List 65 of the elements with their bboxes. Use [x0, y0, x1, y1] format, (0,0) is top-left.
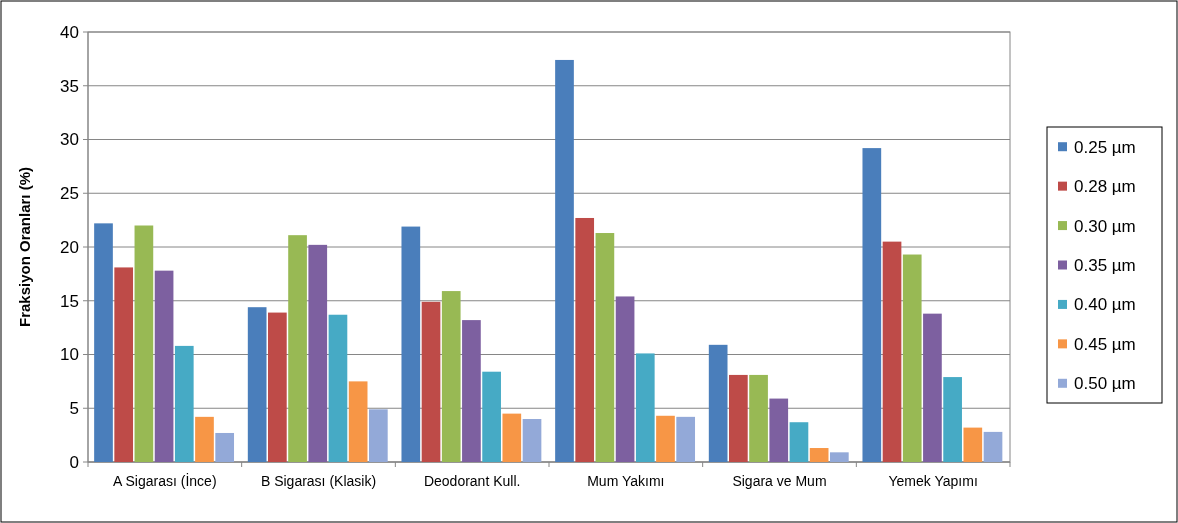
bar	[134, 225, 154, 462]
bar	[656, 415, 675, 462]
legend-label: 0.28 µm	[1074, 177, 1136, 197]
bar	[963, 427, 983, 462]
x-tick-label: Yemek Yapımı	[888, 473, 978, 489]
bar	[595, 233, 615, 462]
bar	[114, 267, 134, 462]
x-tick-label: B Sigarası (Klasik)	[260, 473, 377, 489]
y-tick-label: 25	[60, 184, 79, 204]
bar	[902, 254, 922, 462]
bar	[268, 312, 287, 462]
y-tick-label: 20	[60, 237, 79, 257]
bar	[575, 217, 595, 462]
bar	[615, 296, 635, 462]
y-tick-label: 10	[60, 345, 79, 365]
legend-label: 0.40 µm	[1074, 295, 1136, 315]
y-axis-title: Fraksiyon Oranları (%)	[16, 166, 33, 328]
bar	[882, 241, 902, 462]
x-tick-label: Mum Yakımı	[587, 473, 665, 489]
bar	[729, 374, 748, 462]
bar	[421, 301, 441, 462]
bar	[749, 374, 768, 462]
x-tick-label: Deodorant Kull.	[423, 473, 521, 489]
bar	[247, 307, 267, 462]
bar	[943, 377, 962, 462]
bar	[328, 314, 348, 462]
bar	[862, 148, 882, 462]
bar	[482, 371, 501, 462]
legend-label: 0.35 µm	[1074, 255, 1136, 275]
y-tick-label: 0	[69, 452, 79, 472]
bar	[154, 270, 174, 462]
y-tick-label: 35	[60, 76, 79, 96]
bar	[635, 353, 655, 462]
bar	[368, 409, 388, 462]
bar	[676, 416, 696, 462]
bar	[789, 422, 809, 462]
legend-label: 0.25 µm	[1074, 137, 1136, 157]
bar	[502, 413, 522, 462]
bar	[348, 381, 368, 462]
y-tick-label: 15	[60, 291, 79, 311]
bar	[215, 432, 235, 462]
bar	[708, 344, 728, 462]
bar	[401, 226, 421, 462]
bar	[829, 452, 849, 462]
bar	[94, 223, 113, 462]
y-tick-label: 40	[60, 22, 79, 42]
legend-label: 0.30 µm	[1074, 216, 1136, 236]
bar	[195, 416, 214, 462]
bar	[809, 448, 829, 462]
bar	[769, 398, 789, 462]
legend-label: 0.45 µm	[1074, 334, 1136, 354]
x-tick-label: Sigara ve Mum	[732, 473, 827, 489]
bar	[441, 291, 461, 462]
bar	[288, 235, 307, 462]
bar	[308, 244, 328, 462]
bar	[174, 345, 194, 462]
bar	[522, 419, 542, 462]
x-tick-label: A Sigarası (İnce)	[113, 472, 217, 489]
bar	[462, 320, 481, 462]
bar	[923, 313, 942, 462]
bar	[983, 431, 1003, 462]
bar	[555, 59, 574, 462]
y-tick-label: 30	[60, 130, 79, 150]
legend-label: 0.50 µm	[1074, 374, 1136, 394]
y-tick-label: 5	[69, 399, 79, 419]
